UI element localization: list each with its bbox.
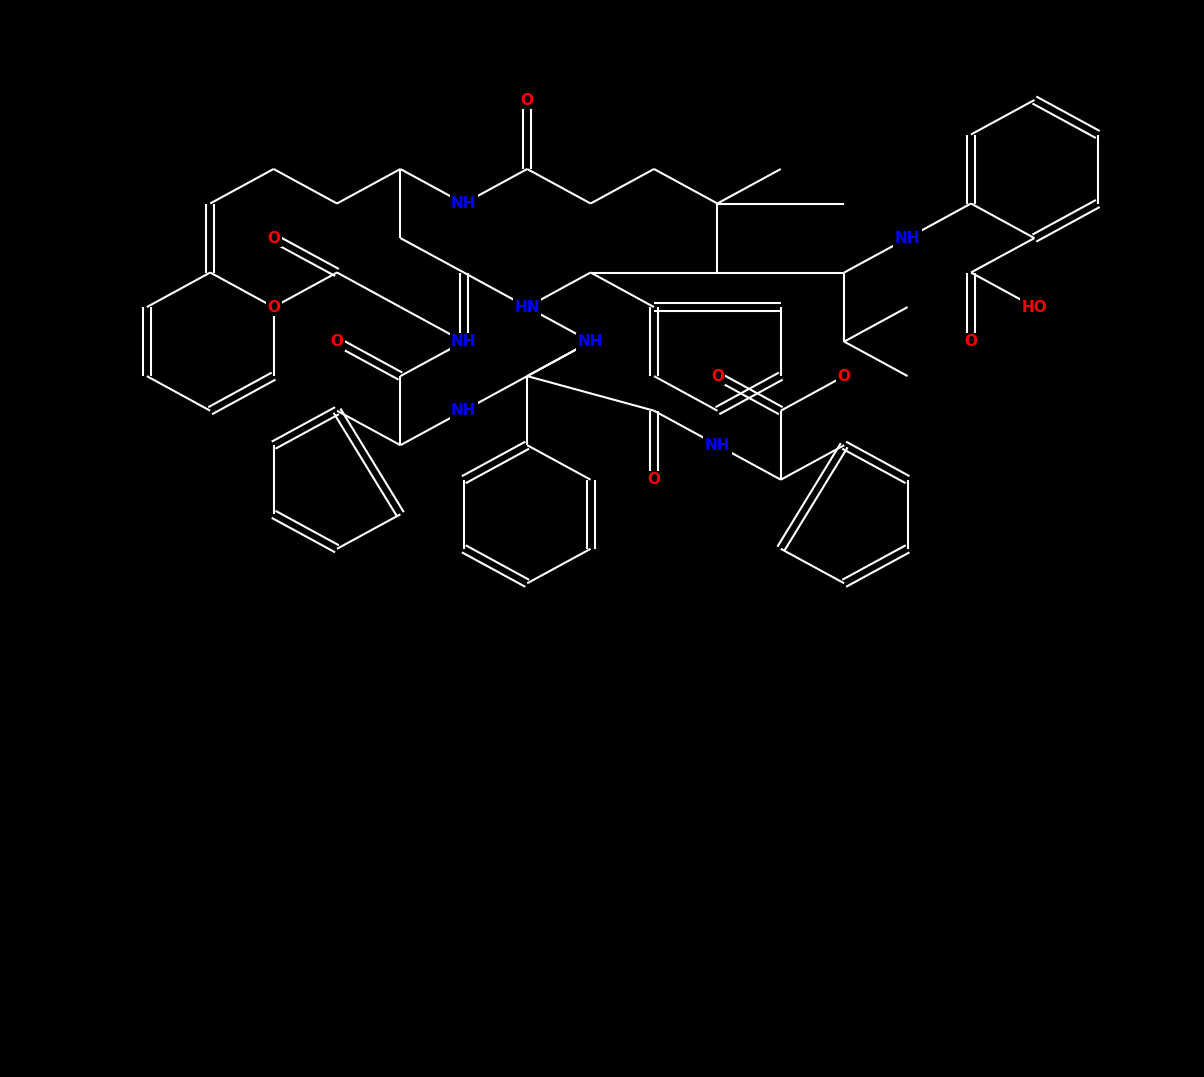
Text: O: O [648, 472, 661, 487]
Text: O: O [267, 299, 281, 314]
Text: NH: NH [452, 403, 477, 418]
Text: O: O [838, 368, 851, 383]
Text: NH: NH [452, 196, 477, 211]
Text: O: O [964, 334, 978, 349]
Text: NH: NH [704, 437, 730, 452]
Text: NH: NH [895, 230, 920, 246]
Text: O: O [458, 334, 471, 349]
Text: O: O [331, 334, 343, 349]
Text: NH: NH [578, 334, 603, 349]
Text: O: O [520, 93, 533, 108]
Text: O: O [710, 368, 724, 383]
Text: O: O [267, 230, 281, 246]
Text: HO: HO [1021, 299, 1047, 314]
Text: NH: NH [452, 334, 477, 349]
Text: HN: HN [514, 299, 539, 314]
